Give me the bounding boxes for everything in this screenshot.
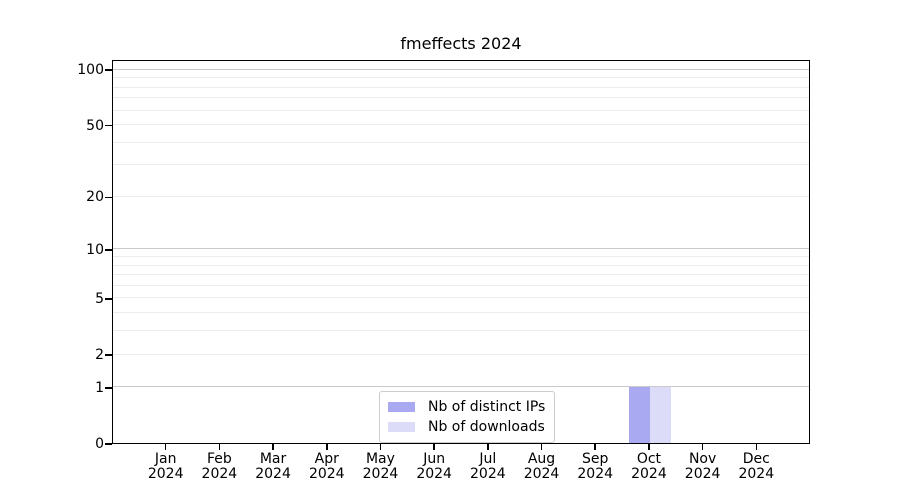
minor-gridline [113, 164, 809, 166]
x-tick-month: Aug [527, 451, 556, 467]
y-tick-mark [105, 298, 112, 300]
y-tick-label: 20 [86, 189, 104, 206]
x-tick-label: Oct 2024 [609, 452, 689, 482]
minor-gridline [113, 312, 809, 314]
y-tick-mark [105, 69, 112, 71]
x-tick-label: Dec 2024 [716, 452, 796, 482]
x-tick-mark [379, 444, 382, 450]
x-tick-year: 2024 [308, 466, 345, 482]
x-tick-month: Dec [742, 451, 770, 467]
x-tick-mark [272, 444, 274, 450]
x-tick-year: 2024 [738, 466, 775, 482]
x-tick-month: Oct [636, 451, 662, 467]
y-tick-label: 5 [95, 290, 104, 307]
x-tick-month: Nov [688, 451, 717, 467]
x-tick-label: Mar 2024 [233, 452, 313, 482]
plot-area: Nb of distinct IPs Nb of downloads [112, 60, 810, 444]
bar-downloads [649, 386, 671, 443]
minor-gridline [113, 256, 809, 257]
x-tick-year: 2024 [255, 466, 291, 482]
y-tick-mark [105, 124, 112, 127]
minor-gridline [113, 284, 809, 286]
x-tick-year: 2024 [577, 466, 614, 482]
minor-gridline [113, 77, 809, 79]
y-tick-label: 2 [95, 347, 104, 363]
x-tick-label: Aug 2024 [502, 452, 582, 482]
minor-gridline [113, 353, 809, 355]
x-tick-label: Jun 2024 [394, 452, 474, 482]
x-tick-mark [218, 444, 221, 450]
x-tick-label: Jul 2024 [448, 452, 528, 482]
x-tick-year: 2024 [684, 466, 721, 482]
legend-swatch-downloads [388, 422, 415, 432]
minor-gridline [113, 124, 809, 126]
x-tick-mark [594, 444, 596, 450]
chart-title: fmeffects 2024 [400, 34, 522, 53]
x-tick-month: Jul [479, 451, 497, 467]
x-tick-mark [326, 444, 328, 450]
minor-gridline [113, 274, 809, 276]
y-tick-label: 10 [86, 241, 104, 258]
minor-gridline [113, 195, 809, 197]
legend-swatch-distinct-ips [388, 402, 415, 412]
x-tick-year: 2024 [631, 466, 667, 482]
x-tick-mark [755, 444, 758, 450]
x-tick-year: 2024 [147, 466, 184, 482]
legend: Nb of distinct IPs Nb of downloads [379, 391, 556, 443]
x-tick-month: Mar [259, 451, 287, 467]
x-tick-year: 2024 [416, 466, 452, 482]
y-tick-mark [105, 354, 112, 356]
minor-gridline [113, 297, 809, 299]
legend-label-downloads: Nb of downloads [428, 419, 545, 435]
minor-gridline [113, 264, 809, 266]
legend-label-distinct-ips: Nb of distinct IPs [428, 399, 546, 415]
minor-gridline [113, 109, 809, 111]
x-tick-year: 2024 [201, 466, 238, 482]
x-tick-label: Sep 2024 [555, 452, 635, 482]
x-tick-label: Feb 2024 [179, 452, 259, 482]
x-tick-month: Apr [314, 451, 339, 467]
x-tick-label: Jan 2024 [126, 452, 206, 482]
x-tick-month: Sep [582, 451, 609, 467]
x-tick-mark [648, 444, 650, 450]
y-tick-label: 0 [95, 436, 104, 452]
legend-entry-downloads: Nb of downloads [388, 417, 545, 437]
y-tick-mark [105, 249, 112, 251]
x-tick-label: Apr 2024 [287, 452, 367, 482]
x-tick-year: 2024 [523, 466, 560, 482]
y-tick-label: 100 [77, 62, 104, 79]
major-gridline [113, 68, 809, 70]
minor-gridline [113, 330, 809, 332]
major-gridline [113, 386, 809, 388]
x-tick-month: Jan [154, 451, 177, 467]
x-tick-mark [164, 444, 167, 450]
y-tick-label: 50 [86, 117, 104, 134]
bar-distinct-ips [628, 386, 650, 443]
x-tick-mark [701, 444, 704, 450]
major-gridline [113, 248, 809, 250]
x-tick-year: 2024 [362, 466, 399, 482]
y-tick-mark [105, 443, 112, 445]
minor-gridline [113, 86, 809, 88]
y-tick-mark [105, 387, 112, 389]
x-tick-year: 2024 [470, 466, 506, 482]
x-tick-mark [487, 444, 489, 450]
x-tick-label: May 2024 [340, 452, 420, 482]
x-tick-month: May [365, 451, 395, 467]
x-tick-mark [540, 444, 543, 450]
minor-gridline [113, 97, 809, 99]
y-tick-label: 1 [95, 379, 104, 396]
x-tick-month: Feb [206, 451, 232, 467]
legend-entry-distinct-ips: Nb of distinct IPs [388, 397, 545, 417]
y-tick-mark [105, 196, 112, 199]
x-tick-mark [433, 444, 435, 450]
x-tick-month: Jun [423, 451, 446, 467]
x-tick-label: Nov 2024 [663, 452, 743, 482]
minor-gridline [113, 141, 809, 143]
